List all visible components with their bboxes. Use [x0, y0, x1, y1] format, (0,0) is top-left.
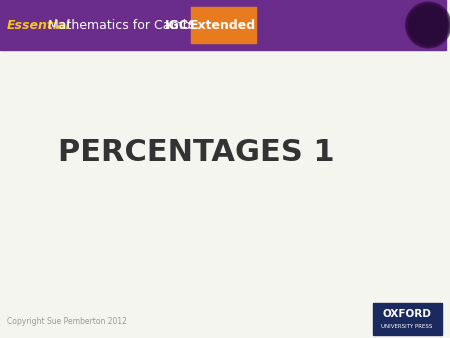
Ellipse shape: [408, 5, 448, 45]
Ellipse shape: [408, 5, 448, 45]
Ellipse shape: [412, 9, 445, 41]
Text: PERCENTAGES 1: PERCENTAGES 1: [58, 138, 335, 167]
Ellipse shape: [427, 24, 430, 26]
Ellipse shape: [415, 11, 442, 39]
Ellipse shape: [411, 7, 446, 43]
Text: Copyright Sue Pemberton 2012: Copyright Sue Pemberton 2012: [7, 317, 126, 325]
Ellipse shape: [420, 17, 436, 33]
Ellipse shape: [412, 8, 445, 42]
Ellipse shape: [407, 3, 450, 47]
Ellipse shape: [416, 13, 441, 38]
Ellipse shape: [413, 9, 444, 41]
Text: Essential: Essential: [7, 19, 71, 31]
Bar: [0, 0, 446, 50]
Text: IGCSE: IGCSE: [165, 19, 207, 31]
Ellipse shape: [417, 14, 440, 37]
Ellipse shape: [422, 18, 435, 32]
Ellipse shape: [410, 7, 446, 43]
Ellipse shape: [418, 15, 438, 35]
Ellipse shape: [425, 21, 432, 29]
Text: UNIVERSITY PRESS: UNIVERSITY PRESS: [382, 324, 433, 329]
Ellipse shape: [423, 19, 434, 31]
Text: Extended: Extended: [190, 19, 256, 31]
Ellipse shape: [410, 6, 447, 44]
Ellipse shape: [419, 16, 437, 34]
Ellipse shape: [414, 10, 443, 40]
Ellipse shape: [410, 6, 447, 44]
Ellipse shape: [405, 2, 450, 48]
Text: Mathematics for Cambridge: Mathematics for Cambridge: [44, 19, 227, 31]
Ellipse shape: [423, 20, 433, 30]
Bar: [373, 303, 442, 335]
Text: OXFORD: OXFORD: [382, 309, 432, 319]
FancyBboxPatch shape: [191, 7, 256, 43]
Ellipse shape: [426, 23, 431, 27]
